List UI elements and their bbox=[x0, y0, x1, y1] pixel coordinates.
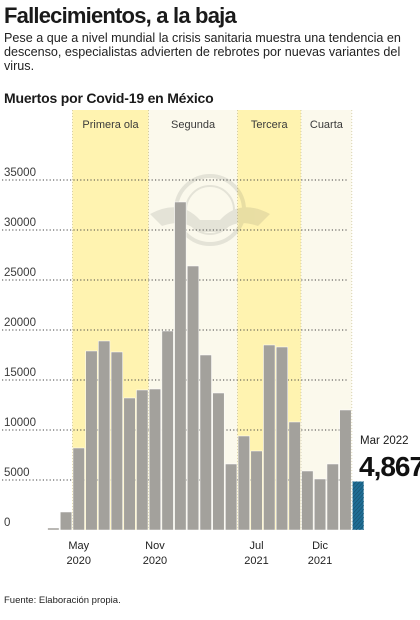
wave-label-3: Tercera bbox=[251, 119, 289, 131]
bar bbox=[326, 463, 339, 531]
bar-hatch bbox=[352, 497, 364, 511]
bar bbox=[339, 409, 352, 531]
y-tick-label: 15000 bbox=[4, 367, 36, 379]
bar-hatch bbox=[352, 481, 358, 487]
x-tick-month: Jul bbox=[250, 540, 264, 552]
x-tick-month: Dic bbox=[312, 540, 328, 552]
x-tick-month: Nov bbox=[145, 540, 165, 552]
chart-title: Muertos por Covid-19 en México bbox=[4, 90, 214, 106]
bar-hatch bbox=[362, 529, 364, 530]
x-tick-year: 2021 bbox=[308, 555, 332, 567]
bar-hatch bbox=[352, 493, 364, 507]
bar-hatch bbox=[352, 481, 364, 495]
bar-highlight bbox=[352, 481, 365, 531]
bar bbox=[47, 527, 60, 531]
bar-hatch bbox=[352, 509, 364, 523]
wave-band-1 bbox=[72, 110, 149, 530]
bar bbox=[199, 354, 212, 531]
x-tick-year: 2021 bbox=[244, 555, 268, 567]
bar-hatch bbox=[352, 517, 364, 530]
callout-label: Mar 2022 bbox=[360, 435, 409, 447]
y-tick-label: 10000 bbox=[4, 417, 36, 429]
bar bbox=[301, 470, 314, 531]
headline: Fallecimientos, a la baja bbox=[4, 3, 237, 28]
bar bbox=[110, 351, 123, 531]
bar bbox=[148, 388, 161, 531]
y-tick-label: 30000 bbox=[4, 217, 36, 229]
bar bbox=[187, 265, 200, 531]
bar bbox=[85, 350, 98, 531]
y-tick-label: 5000 bbox=[4, 467, 30, 479]
bar bbox=[237, 435, 250, 531]
bar bbox=[225, 463, 238, 531]
bar bbox=[314, 478, 327, 531]
bar bbox=[98, 340, 111, 531]
bar-hatch bbox=[352, 513, 364, 527]
callout-value: 4,867 bbox=[359, 451, 420, 482]
bar bbox=[123, 397, 136, 531]
y-tick-label: 20000 bbox=[4, 317, 36, 329]
bar-hatch bbox=[359, 525, 364, 530]
bar bbox=[136, 389, 149, 531]
dek-paragraph: Pese a que a nivel mundial la crisis san… bbox=[4, 31, 401, 73]
bar bbox=[60, 511, 73, 531]
y-axis: 0 5000 10000 15000 20000 25000 30000 35000 bbox=[4, 167, 36, 529]
bar bbox=[161, 330, 174, 531]
bar-hatch bbox=[355, 521, 364, 530]
bars bbox=[47, 201, 365, 531]
y-tick-label: 0 bbox=[4, 517, 10, 529]
bar bbox=[288, 421, 301, 531]
x-tick-year: 2020 bbox=[143, 555, 167, 567]
bar bbox=[174, 201, 187, 531]
bar bbox=[72, 447, 85, 531]
bar bbox=[275, 346, 288, 531]
bar-hatch bbox=[352, 481, 361, 491]
latest-value-callout: Mar 2022 4,867 bbox=[359, 435, 420, 482]
y-tick-label: 35000 bbox=[4, 167, 36, 179]
wave-label-2: Segunda bbox=[171, 119, 216, 131]
bar bbox=[263, 344, 276, 531]
bar-hatch bbox=[352, 485, 364, 499]
wave-label-1: Primera ola bbox=[82, 119, 139, 131]
bar-hatch bbox=[352, 489, 364, 503]
wave-label-4: Cuarta bbox=[310, 119, 344, 131]
deaths-bar-chart: 0 5000 10000 15000 20000 25000 30000 35000 Prim… bbox=[2, 110, 420, 567]
bar-hatch bbox=[352, 505, 364, 519]
bar-hatch bbox=[352, 501, 364, 515]
x-tick-year: 2020 bbox=[67, 555, 91, 567]
wave-labels: Primera ola Segunda Tercera Cuarta bbox=[82, 119, 343, 131]
bar bbox=[212, 392, 225, 531]
bar bbox=[250, 450, 263, 531]
x-axis: May 2020 Nov 2020 Jul 2021 Dic 2021 bbox=[67, 540, 333, 567]
source-note: Fuente: Elaboración propia. bbox=[4, 595, 121, 606]
x-tick-month: May bbox=[68, 540, 89, 552]
y-tick-label: 25000 bbox=[4, 267, 36, 279]
